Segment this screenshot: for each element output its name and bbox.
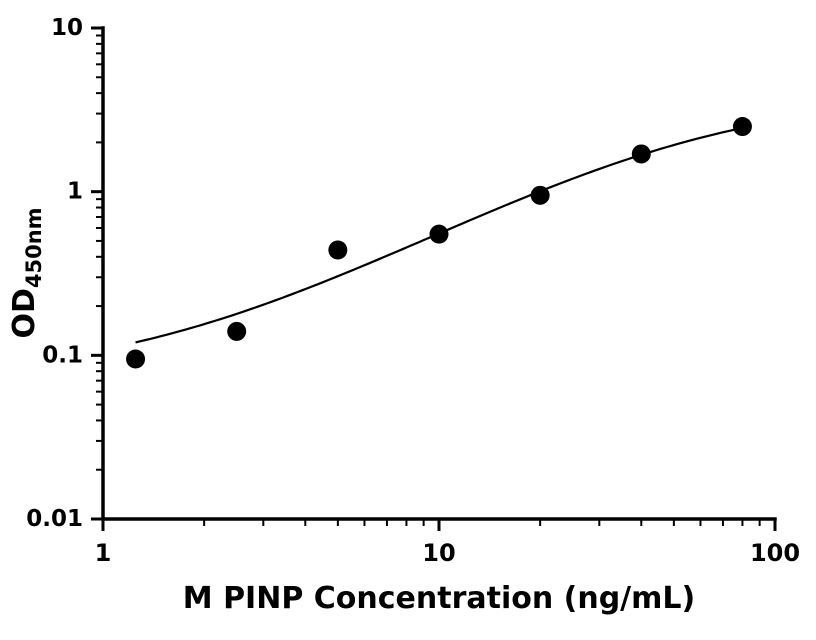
y-tick-label: 1 <box>67 179 83 205</box>
data-point <box>126 349 146 369</box>
data-point <box>227 321 247 341</box>
x-tick-label: 10 <box>422 539 455 567</box>
x-tick-label: 1 <box>95 539 112 567</box>
data-point <box>328 240 348 260</box>
y-tick-label: 10 <box>51 15 83 41</box>
data-point <box>631 144 651 164</box>
data-point <box>429 224 449 244</box>
data-point <box>530 185 550 205</box>
y-axis-label-base: OD <box>7 288 42 338</box>
axis-lines <box>101 26 777 521</box>
y-tick-label: 0.1 <box>42 342 83 368</box>
y-axis-label: OD450nm <box>7 207 46 338</box>
x-tick-label: 100 <box>750 539 800 567</box>
y-axis-label-subscript: 450nm <box>22 207 46 288</box>
plot-area <box>91 26 777 531</box>
x-axis-label: M PINP Concentration (ng/mL) <box>183 581 695 616</box>
data-point <box>732 117 752 137</box>
y-tick-label: 0.01 <box>26 506 83 532</box>
tick-labels: 10 1 0.1 0.01 1 10 100 <box>26 15 800 567</box>
